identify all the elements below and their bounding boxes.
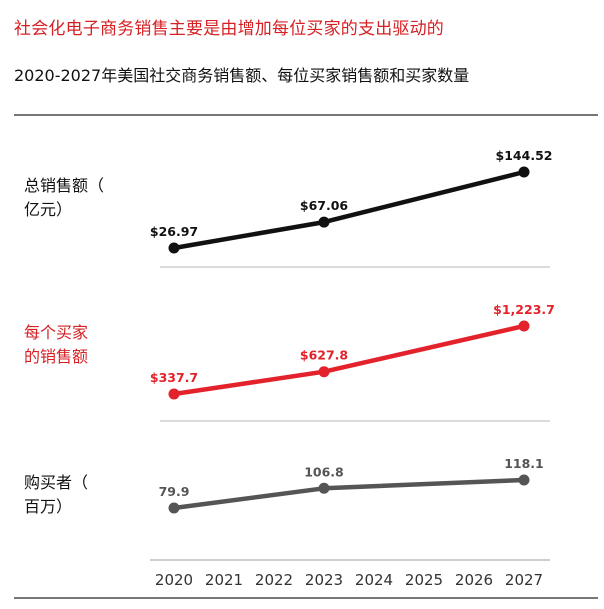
- data-label: $1,223.7: [493, 302, 555, 317]
- data-label: 79.9: [159, 484, 190, 499]
- data-point: [318, 366, 330, 378]
- panel-label: 亿元）: [24, 200, 72, 219]
- x-tick-label: 2023: [305, 571, 343, 589]
- data-point: [318, 216, 330, 228]
- data-point: [518, 166, 530, 178]
- series-line: [173, 169, 525, 251]
- panel-label: 购买者（: [24, 473, 88, 492]
- x-tick-label: 2026: [455, 571, 493, 589]
- data-label: $67.06: [300, 198, 349, 213]
- data-label: $627.8: [300, 348, 348, 363]
- headline: 社会化电子商务销售主要是由增加每位买家的支出驱动的: [14, 19, 444, 39]
- panel-label: 每个买家: [24, 323, 88, 342]
- top-rule: [14, 114, 598, 116]
- data-label: $144.52: [496, 148, 553, 163]
- data-label: 118.1: [504, 456, 544, 471]
- panel-label: 百万）: [24, 497, 72, 516]
- x-tick-label: 2025: [405, 571, 443, 589]
- chart-subtitle: 2020-2027年美国社交商务销售额、每位买家销售额和买家数量: [14, 66, 470, 85]
- x-tick-label: 2027: [505, 571, 543, 589]
- data-label: $337.7: [150, 370, 198, 385]
- x-tick-label: 2021: [205, 571, 243, 589]
- data-point: [518, 474, 530, 486]
- x-tick-label: 2020: [155, 571, 193, 589]
- series-line: [173, 477, 525, 511]
- data-label: 106.8: [304, 464, 344, 479]
- series-line: [173, 323, 525, 397]
- data-point: [168, 242, 180, 254]
- x-tick-label: 2024: [355, 571, 393, 589]
- data-point: [518, 320, 530, 332]
- data-point: [318, 482, 330, 494]
- data-point: [168, 502, 180, 514]
- panel-label: 的销售额: [24, 347, 88, 366]
- data-point: [168, 388, 180, 400]
- x-tick-label: 2022: [255, 571, 293, 589]
- data-label: $26.97: [150, 224, 198, 239]
- panel-label: 总销售额（: [24, 176, 104, 195]
